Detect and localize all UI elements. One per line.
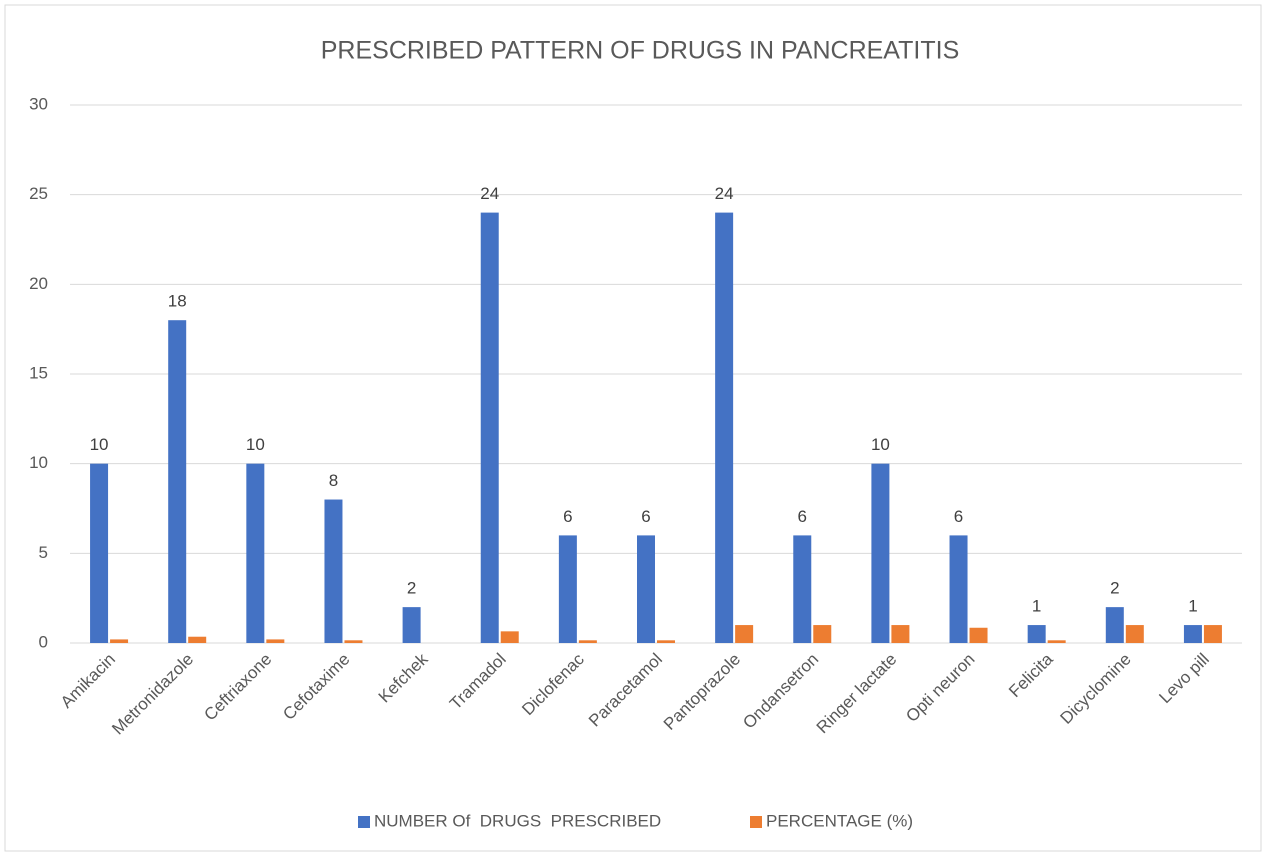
data-label: 6 (563, 507, 572, 526)
y-tick-label: 0 (39, 632, 48, 651)
bar (637, 535, 655, 643)
bar (558, 535, 577, 643)
bar (657, 640, 675, 643)
bar (168, 320, 187, 643)
chart-title: PRESCRIBED PATTERN OF DRUGS IN PANCREATI… (321, 37, 960, 65)
bar (402, 607, 421, 643)
bar (969, 627, 988, 643)
bar (578, 640, 597, 643)
bar (188, 636, 207, 643)
data-label: 10 (871, 435, 890, 454)
data-label: 2 (407, 579, 416, 598)
data-label: 1 (1032, 597, 1041, 616)
bar (1105, 607, 1124, 643)
y-tick-label: 20 (29, 274, 48, 293)
data-label: 18 (168, 292, 187, 311)
data-label: 6 (641, 507, 650, 526)
y-tick-label: 5 (39, 543, 48, 562)
data-label: 2 (1110, 579, 1119, 598)
legend-swatch (358, 816, 370, 828)
y-tick-label: 15 (29, 363, 48, 382)
bar (266, 639, 285, 643)
data-label: 10 (246, 435, 265, 454)
data-label: 8 (329, 471, 338, 490)
data-label: 24 (480, 184, 499, 203)
bar (871, 463, 890, 643)
data-label: 6 (954, 507, 963, 526)
bar (891, 625, 910, 643)
y-tick-label: 25 (29, 184, 48, 203)
bar (1125, 625, 1144, 643)
bar (246, 463, 265, 643)
legend-label: NUMBER Of DRUGS PRESCRIBED (374, 811, 661, 830)
bar (1047, 640, 1066, 643)
y-tick-label: 30 (29, 94, 48, 113)
data-label: 1 (1188, 597, 1197, 616)
bar (324, 499, 343, 643)
bar (500, 631, 519, 643)
bar (1183, 625, 1202, 643)
legend-swatch (750, 816, 762, 828)
data-label: 10 (90, 435, 109, 454)
bar (715, 212, 734, 643)
y-tick-label: 10 (29, 453, 48, 472)
bar (90, 463, 109, 643)
bar (793, 535, 812, 643)
data-label: 6 (798, 507, 807, 526)
bar (735, 625, 754, 643)
bar (480, 212, 499, 643)
data-label: 24 (715, 184, 734, 203)
bar (813, 625, 832, 643)
chart-border (4, 4, 1262, 852)
legend-label: PERCENTAGE (%) (766, 811, 913, 830)
bar (344, 640, 363, 643)
bar (949, 535, 968, 643)
bar (110, 639, 129, 643)
bar (1027, 625, 1046, 643)
bar (1203, 625, 1222, 643)
